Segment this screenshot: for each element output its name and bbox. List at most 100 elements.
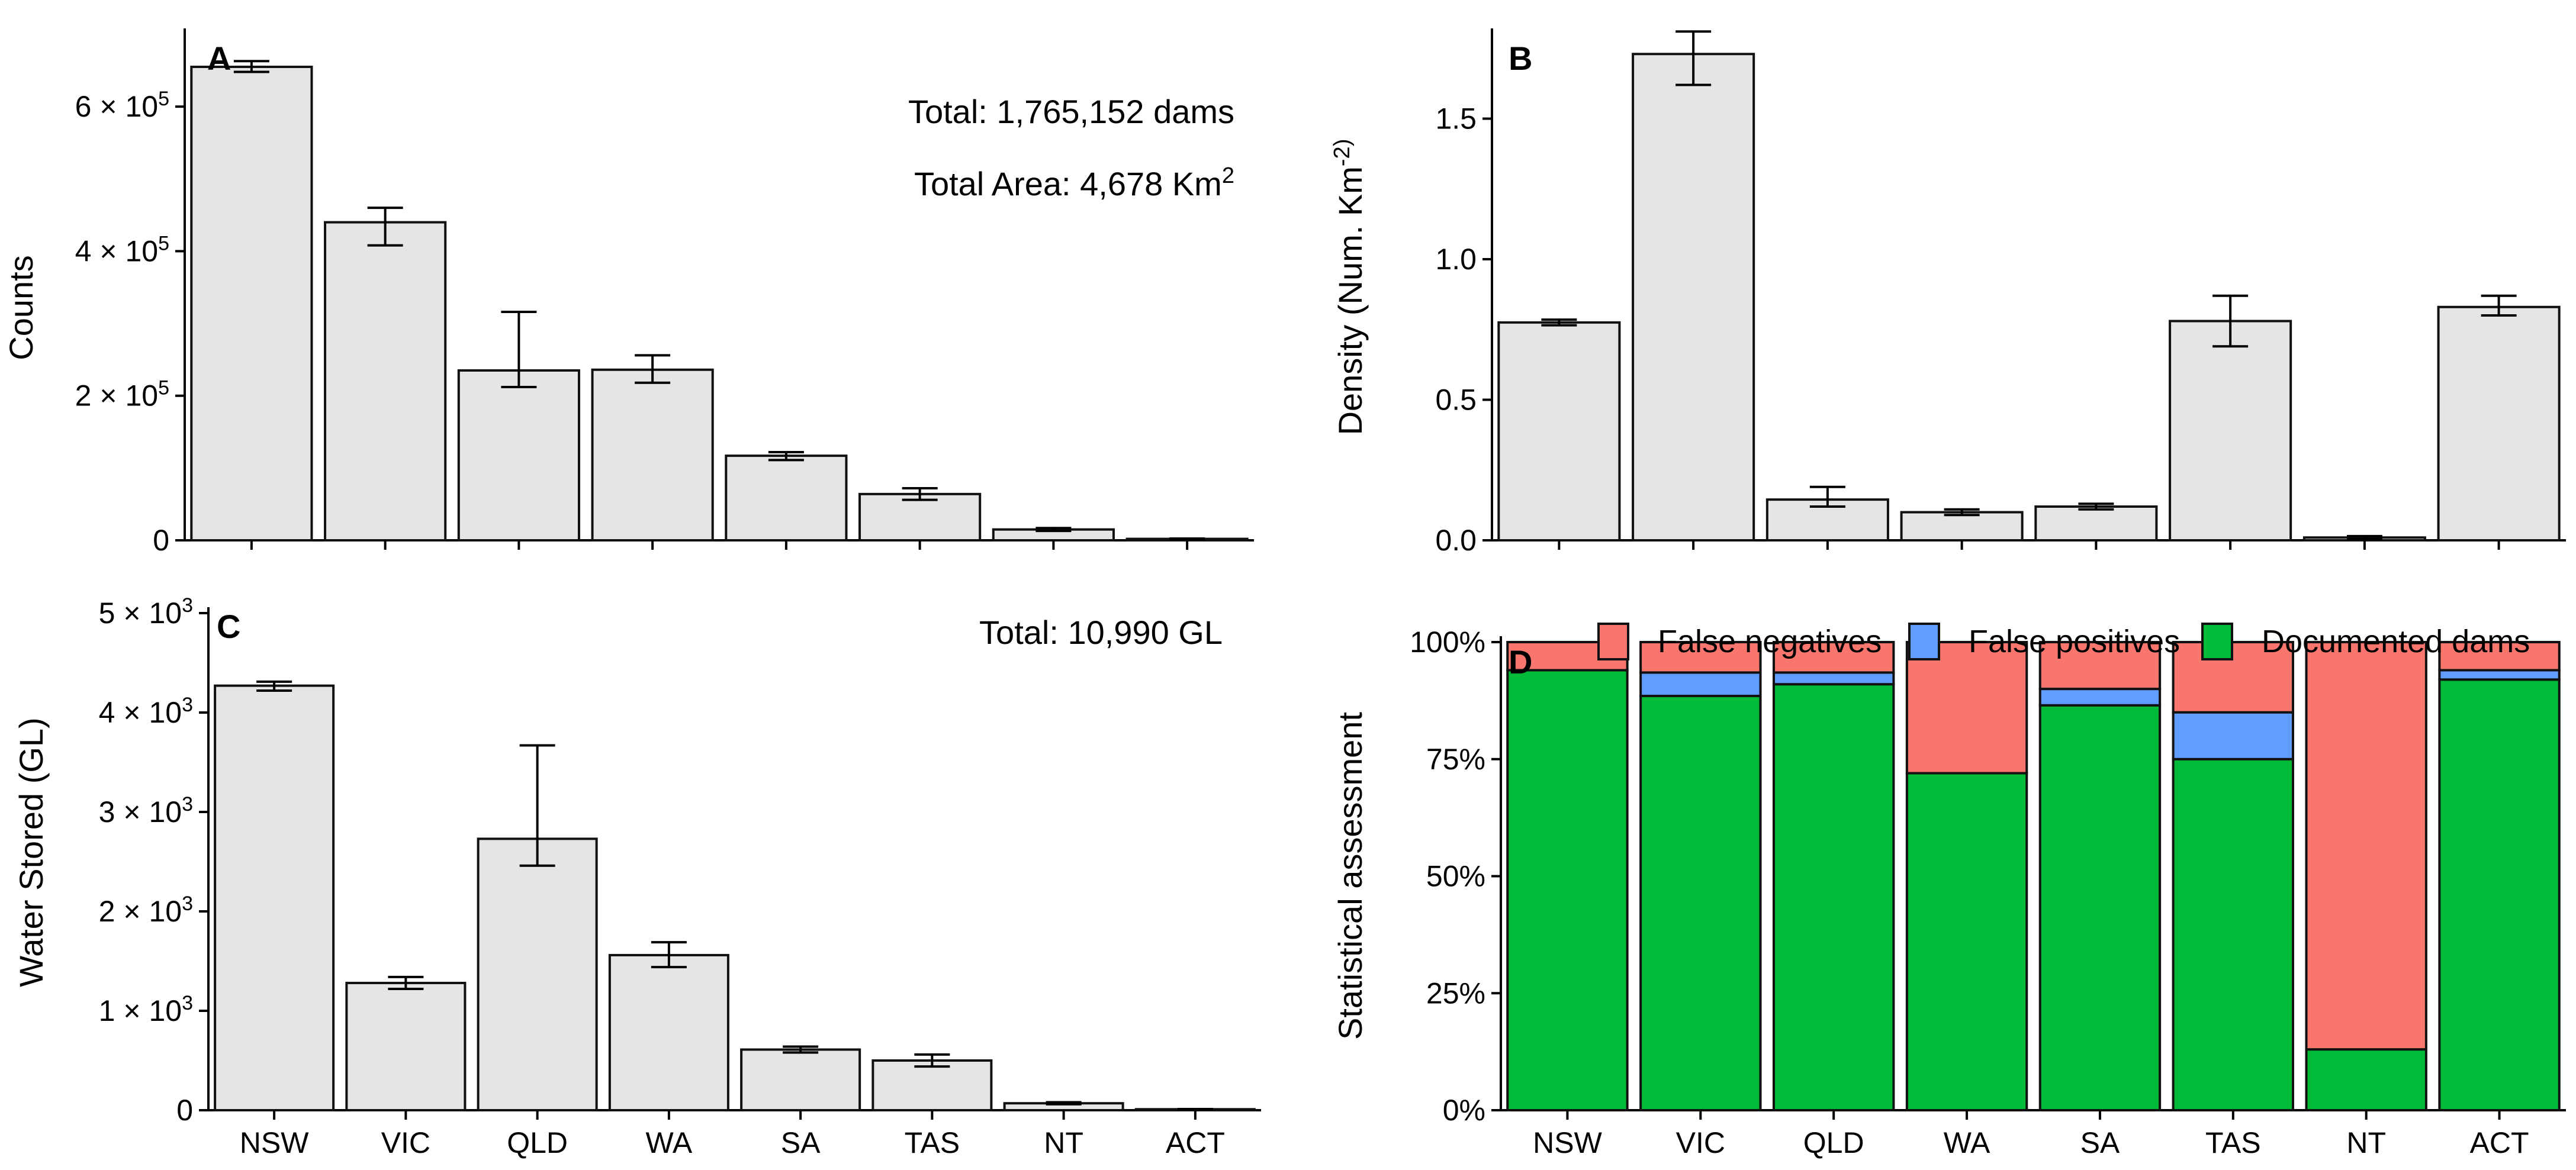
- y-tick-label-3-10-3: 3 × 103: [99, 793, 193, 829]
- x-tick-label-act: ACT: [2470, 1126, 2529, 1159]
- y-tick-label-1-10-3: 1 × 103: [99, 992, 193, 1027]
- error-bar-nt: [2346, 534, 2382, 540]
- bar-nsw: [214, 684, 335, 1111]
- segment-nsw-documented-dams: [1506, 669, 1629, 1111]
- segment-vic-documented-dams: [1639, 694, 1762, 1111]
- error-bar-nt: [1046, 1101, 1082, 1105]
- x-tick-label-nt: NT: [2346, 1126, 2386, 1159]
- segment-qld-false-positives: [1772, 671, 1895, 686]
- bar-sa: [740, 1048, 861, 1112]
- x-tick-label-wa: WA: [1944, 1126, 1990, 1159]
- segment-sa-false-positives: [2038, 688, 2162, 707]
- panel-letter-c: C: [217, 608, 240, 645]
- error-bar-wa: [635, 354, 671, 384]
- y-tick-label-6-10-5: 6 × 105: [75, 88, 169, 123]
- y-axis-title: Counts: [2, 255, 40, 360]
- segment-wa-documented-dams: [1905, 772, 2028, 1111]
- error-bar-nsw: [233, 60, 269, 73]
- x-tick-label-act: ACT: [1166, 1126, 1225, 1159]
- legend-label-false-negatives: False negatives: [1658, 624, 1882, 659]
- segment-qld-false-negatives: [1772, 641, 1895, 674]
- y-axis-title: Water Stored (GL): [12, 717, 50, 987]
- error-bar-qld: [501, 311, 537, 389]
- panel-a: 0 2 × 105 4 × 105 6 × 105 Counts A Total: 1,76…: [2, 28, 1254, 557]
- segment-tas-false-positives: [2172, 711, 2295, 760]
- y-tick-label-2-10-3: 2 × 103: [99, 892, 193, 928]
- error-bar-qld: [1809, 485, 1845, 508]
- error-bar-vic: [367, 207, 403, 247]
- legend-swatch-false-negatives: [1597, 623, 1629, 660]
- error-bar-qld: [519, 744, 555, 867]
- error-bar-act: [2481, 294, 2517, 317]
- x-tick-label-sa: SA: [781, 1126, 821, 1159]
- segment-wa-false-negatives: [1905, 641, 2028, 775]
- x-tick-label-tas: TAS: [905, 1126, 960, 1159]
- x-tick-label-vic: VIC: [1676, 1126, 1725, 1159]
- panel-b: 0.0 0.5 1.0 1.5 Density (Num. Km-2) B: [1330, 28, 2566, 557]
- bar-nsw: [190, 65, 313, 542]
- panel-letter-d: D: [1509, 643, 1532, 681]
- x-tick-label-vic: VIC: [381, 1126, 430, 1159]
- bar-wa: [591, 368, 714, 542]
- y-tick-label-0: 0: [176, 1094, 193, 1127]
- y-tick-label-100: 100%: [1410, 626, 1485, 659]
- error-bar-act: [1177, 1107, 1213, 1111]
- y-tick-label-1-0: 1.0: [1435, 243, 1477, 276]
- y-tick-label-5-10-3: 5 × 103: [99, 594, 193, 630]
- annotation-1: Total: 10,990 GL: [979, 614, 1223, 651]
- bar-qld: [457, 369, 580, 542]
- segment-act-false-negatives: [2438, 641, 2561, 672]
- error-bar-sa: [2078, 502, 2114, 511]
- bar-sa: [2034, 505, 2158, 542]
- panel-letter-a: A: [207, 40, 231, 77]
- segment-vic-false-negatives: [1639, 641, 1762, 674]
- segment-act-false-positives: [2438, 669, 2561, 681]
- y-tick-label-0: 0%: [1443, 1094, 1485, 1127]
- error-bar-sa: [783, 1045, 819, 1054]
- y-tick-label-0-5: 0.5: [1435, 383, 1477, 417]
- legend: False negatives False positives Documented…: [1597, 623, 2530, 660]
- x-tick-label-qld: QLD: [507, 1126, 568, 1159]
- error-bar-nsw: [256, 680, 292, 692]
- segment-nt-false-negatives: [2305, 641, 2427, 1051]
- x-tick-label-tas: TAS: [2205, 1126, 2261, 1159]
- y-tick-label-75: 75%: [1426, 743, 1485, 776]
- legend-label-false-positives: False positives: [1969, 624, 2180, 659]
- x-tick-label-nsw: NSW: [1533, 1126, 1602, 1159]
- bar-vic: [1632, 53, 1755, 542]
- legend-label-documented-dams: Documented dams: [2262, 624, 2530, 659]
- y-tick-label-0: 0: [153, 524, 169, 557]
- bar-tas: [871, 1059, 993, 1111]
- annotation-2: Total Area: 4,678 Km2: [914, 163, 1234, 202]
- bar-tas: [2169, 320, 2292, 542]
- x-tick-label-qld: QLD: [1803, 1126, 1864, 1159]
- bar-sa: [725, 455, 848, 542]
- y-tick-label-50: 50%: [1426, 860, 1485, 893]
- segment-qld-documented-dams: [1772, 683, 1895, 1111]
- segment-sa-false-negatives: [2038, 641, 2162, 691]
- bar-act: [2437, 305, 2561, 542]
- error-bar-nt: [1035, 527, 1072, 533]
- y-axis-title: Density (Num. Km-2): [1330, 139, 1369, 436]
- panel-letter-b: B: [1509, 40, 1532, 77]
- x-tick-label-nsw: NSW: [240, 1126, 309, 1159]
- y-tick-label-0-0: 0.0: [1435, 524, 1477, 557]
- bar-wa: [1900, 511, 2024, 542]
- y-tick-label-2-10-5: 2 × 105: [75, 377, 169, 412]
- y-tick-label-1-5: 1.5: [1435, 102, 1477, 136]
- bar-vic: [324, 221, 447, 542]
- error-bar-vic: [1675, 30, 1712, 86]
- y-axis-title: Statistical assessment: [1332, 712, 1369, 1040]
- segment-act-documented-dams: [2438, 678, 2561, 1111]
- error-bar-wa: [651, 941, 687, 969]
- error-bar-tas: [914, 1053, 950, 1068]
- error-bar-wa: [1944, 508, 1980, 517]
- segment-nt-documented-dams: [2305, 1048, 2427, 1112]
- bar-wa: [608, 953, 729, 1112]
- error-bar-vic: [388, 975, 424, 991]
- segment-sa-documented-dams: [2038, 704, 2162, 1112]
- panel-d: 0% 25% 50% 75% 100% NSW VIC QLD WA SA TAS NT ACT Stat…: [1332, 623, 2566, 1159]
- legend-swatch-documented-dams: [2201, 623, 2233, 660]
- x-tick-label-sa: SA: [2080, 1126, 2120, 1159]
